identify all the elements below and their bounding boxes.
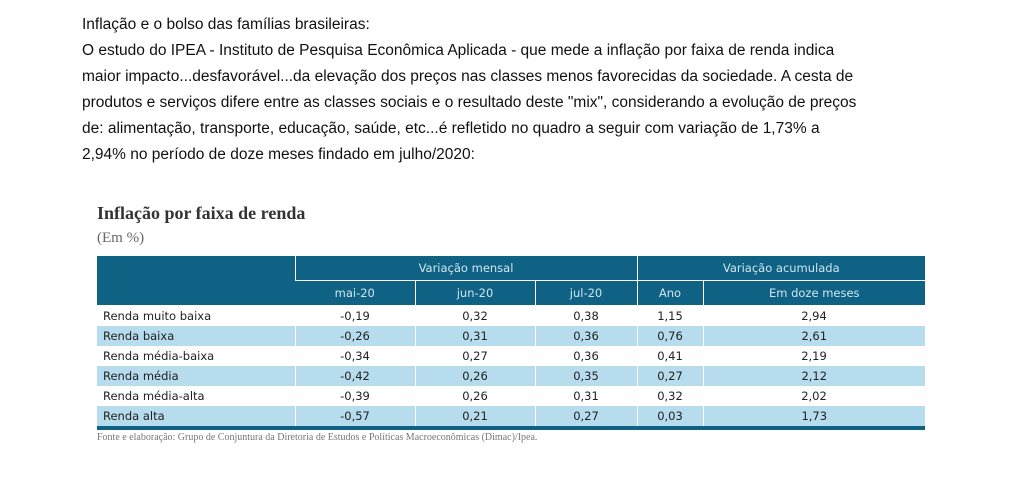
intro-line: O estudo do IPEA - Instituto de Pesquisa… [82, 42, 835, 59]
row-label: Renda média-baixa [103, 349, 215, 363]
table-cell: 0,27 [534, 406, 637, 430]
column-header: jun-20 [414, 280, 535, 306]
table-cell: -0,42 [294, 366, 415, 386]
table-row: Renda média-baixa -0,34 0,27 0,36 0,41 2,19 [97, 346, 925, 366]
column-header: jul-20 [534, 280, 637, 306]
table-cell: 0,26 [462, 389, 488, 403]
table-cell: 0,31 [414, 326, 535, 346]
table-cell: 1,73 [702, 406, 925, 430]
table-cell: 2,19 [801, 349, 827, 363]
table-title: Inflação por faixa de renda [97, 203, 306, 223]
intro-heading: Inflação e o bolso das famílias brasilei… [82, 16, 370, 33]
table-cell: 0,03 [636, 406, 703, 430]
group-header-accumulated: Variação acumulada [636, 256, 925, 281]
intro-line: maior impacto...desfavorável...da elevaç… [82, 68, 854, 85]
table-cell: 0,76 [636, 326, 703, 346]
table-cell: -0,39 [340, 389, 370, 403]
table-cell: 0,36 [573, 349, 599, 363]
table-cell: 0,27 [462, 349, 488, 363]
table-cell: 0,32 [462, 309, 488, 323]
column-header: Ano [636, 280, 703, 306]
column-header-row: mai-20 jun-20 jul-20 Ano Em doze meses [97, 280, 925, 306]
table-row: Renda alta -0,57 0,21 0,27 0,03 1,73 [97, 406, 925, 430]
intro-text: Inflação e o bolso das famílias brasilei… [82, 12, 962, 168]
table-cell: -0,34 [340, 349, 370, 363]
intro-line: de: alimentação, transporte, educação, s… [82, 120, 820, 137]
table-cell: 2,61 [702, 326, 925, 346]
table-subtitle: (Em %) [97, 230, 145, 246]
table-row: Renda média -0,42 0,26 0,35 0,27 2,12 [97, 366, 925, 386]
table-cell: 0,27 [636, 366, 703, 386]
table-cell: 2,94 [801, 309, 827, 323]
column-header: mai-20 [295, 280, 415, 306]
table-row: Renda média-alta -0,39 0,26 0,31 0,32 2,02 [97, 386, 925, 406]
column-header: Em doze meses [702, 280, 925, 306]
table-cell: 0,41 [657, 349, 683, 363]
group-header-monthly: Variação mensal [294, 256, 637, 281]
table-cell: 2,02 [801, 389, 827, 403]
table-cell: 0,26 [414, 366, 535, 386]
table-cell: -0,26 [294, 326, 415, 346]
table-cell: 0,31 [573, 389, 599, 403]
table-cell: -0,19 [340, 309, 370, 323]
intro-line: produtos e serviços difere entre as clas… [82, 94, 857, 111]
table-cell: 0,32 [657, 389, 683, 403]
row-label: Renda alta [97, 406, 295, 430]
table-cell: 0,38 [573, 309, 599, 323]
table-cell: -0,57 [294, 406, 415, 430]
header-blank [97, 256, 295, 306]
table-source: Fonte e elaboração: Grupo de Conjuntura … [97, 432, 538, 443]
table-row: Renda muito baixa -0,19 0,32 0,38 1,15 2,94 [97, 306, 925, 327]
row-label: Renda média-alta [103, 389, 205, 403]
inflation-table: Variação mensal Variação acumulada mai-2… [97, 256, 925, 430]
table-cell: 0,21 [414, 406, 535, 430]
row-label: Renda baixa [97, 326, 295, 346]
table-cell: 0,35 [534, 366, 637, 386]
table-row: Renda baixa -0,26 0,31 0,36 0,76 2,61 [97, 326, 925, 346]
intro-line: 2,94% no período de doze meses findado e… [82, 146, 475, 163]
table-cell: 1,15 [657, 309, 683, 323]
table-cell: 2,12 [702, 366, 925, 386]
group-header-row: Variação mensal Variação acumulada [97, 256, 925, 306]
row-label: Renda média [97, 366, 295, 386]
table-cell: 0,36 [534, 326, 637, 346]
row-label: Renda muito baixa [103, 309, 212, 323]
